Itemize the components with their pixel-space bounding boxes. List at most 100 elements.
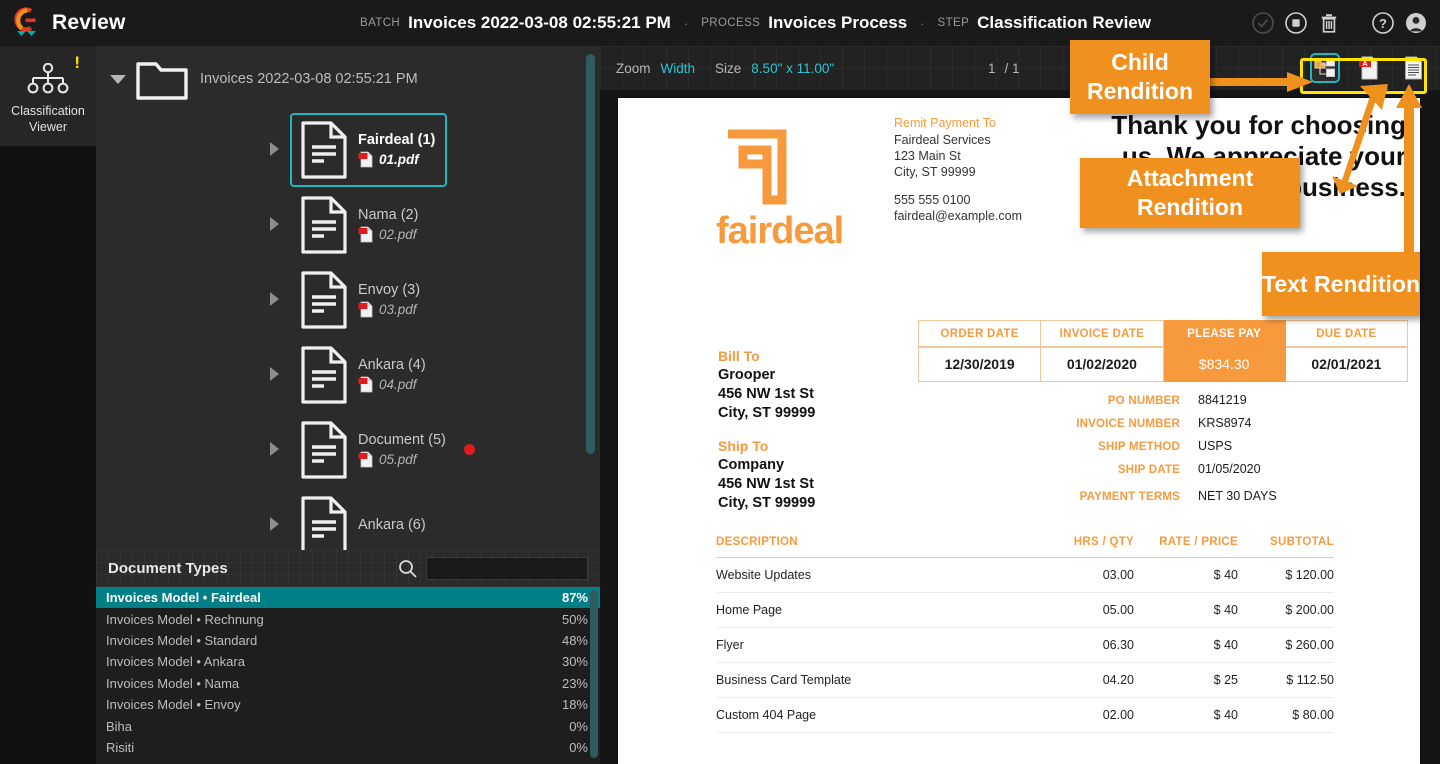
line-item-header-3: RATE / PRICE <box>1159 536 1238 548</box>
callout-arrow-attachment <box>1332 84 1388 194</box>
user-avatar-icon[interactable] <box>1404 11 1428 35</box>
document-type-label: Invoices Model • Nama <box>106 675 240 691</box>
remit-payment-block: Remit Payment To Fairdeal Services 123 M… <box>894 116 1124 224</box>
document-type-row-4[interactable]: Invoices Model • Ankara 30% <box>96 651 600 672</box>
chevron-down-icon[interactable] <box>110 74 126 84</box>
document-type-confidence: 18% <box>561 697 588 713</box>
page-title: Review <box>52 11 126 34</box>
document-type-label: Invoices Model • Standard <box>106 632 258 648</box>
tree-item-name: Ankara (4) <box>358 356 426 373</box>
document-type-label: Invoices Model • Envoy <box>106 697 241 713</box>
line-item-qty: 02.00 <box>1102 708 1134 722</box>
bill-to-heading: Bill To <box>718 348 760 364</box>
document-icon <box>301 495 347 550</box>
breadcrumb-batch-key: BATCH <box>360 17 401 29</box>
tree-item-content[interactable]: Nama (2) 02.pdf <box>290 188 430 262</box>
chevron-right-icon[interactable] <box>270 442 279 456</box>
tree-item-3[interactable]: Envoy (3) 03.pdf <box>96 262 600 337</box>
document-type-row-2[interactable]: Invoices Model • Rechnung 50% <box>96 608 600 629</box>
tree-item-content[interactable]: Ankara (4) 04.pdf <box>290 338 438 412</box>
document-type-row-3[interactable]: Invoices Model • Standard 48% <box>96 630 600 651</box>
breadcrumb: BATCH Invoices 2022-03-08 02:55:21 PM · … <box>360 0 1151 46</box>
document-types-list: Invoices Model • Fairdeal 87% Invoices Mod… <box>96 587 600 758</box>
chevron-right-icon[interactable] <box>270 217 279 231</box>
chevron-right-icon[interactable] <box>270 367 279 381</box>
tree-item-filename: 03.pdf <box>379 301 417 317</box>
invoice-meta-key: SHIP METHOD <box>1098 441 1180 453</box>
size-value[interactable]: 8.50" x 11.00" <box>751 60 835 76</box>
invoice-meta-row-4: SHIP DATE 01/05/2020 <box>998 462 1388 476</box>
tree-root-node[interactable]: Invoices 2022-03-08 02:55:21 PM <box>96 46 600 112</box>
text-rendition-button[interactable] <box>1398 53 1428 83</box>
tree-scrollbar-thumb[interactable] <box>586 54 595 454</box>
tree-item-content[interactable]: Envoy (3) 03.pdf <box>290 263 432 337</box>
chevron-right-icon[interactable] <box>270 142 279 156</box>
tree-item-name: Document (5) <box>358 431 446 448</box>
line-item-header-1: DESCRIPTION <box>716 536 798 548</box>
invoice-meta-value: 8841219 <box>1198 393 1247 407</box>
tree-scrollbar[interactable] <box>586 54 595 530</box>
attachment-rendition-button[interactable]: A <box>1354 53 1384 83</box>
check-circle-icon[interactable] <box>1251 11 1275 35</box>
document-types-scrollbar-thumb[interactable] <box>590 590 598 758</box>
header-actions: ? <box>1251 0 1428 46</box>
trash-icon[interactable] <box>1317 11 1341 35</box>
search-icon[interactable] <box>398 559 417 578</box>
tree-item-text: Envoy (3) 03.pdf <box>358 282 420 318</box>
document-type-label: Invoices Model • Fairdeal <box>106 590 261 606</box>
tree-item-4[interactable]: Ankara (4) 04.pdf <box>96 337 600 412</box>
document-types-panel: Document Types Invoices Model • Fairdeal… <box>96 550 600 764</box>
document-type-row-1[interactable]: Invoices Model • Fairdeal 87% <box>96 587 600 609</box>
line-item-rate: $ 40 <box>1213 638 1238 652</box>
tree-item-6[interactable]: Ankara (6) <box>96 487 600 550</box>
tree-item-1[interactable]: Fairdeal (1) 01.pdf <box>96 112 600 187</box>
document-type-row-8[interactable]: Risiti 0% <box>96 737 600 758</box>
help-icon[interactable]: ? <box>1371 11 1395 35</box>
date-table-value-4: 02/01/2021 <box>1285 347 1408 382</box>
remit-company: Fairdeal Services <box>894 133 991 147</box>
document-icon <box>301 195 347 254</box>
pdf-file-icon <box>358 151 373 167</box>
rail-label-line2: Viewer <box>29 120 67 134</box>
chevron-right-icon[interactable] <box>270 292 279 306</box>
chevron-right-icon[interactable] <box>270 517 279 531</box>
bill-ship-spacer <box>718 423 815 438</box>
text-rendition-icon <box>1404 56 1422 80</box>
document-type-confidence: 87% <box>561 590 588 606</box>
line-items-header: DESCRIPTION HRS / QTY RATE / PRICE SUBTOTAL <box>716 536 1334 558</box>
bill-to-line-3: City, ST 99999 <box>718 405 816 421</box>
tree-item-2[interactable]: Nama (2) 02.pdf <box>96 187 600 262</box>
page-current[interactable]: 1 <box>988 60 996 76</box>
page-total: / 1 <box>1004 60 1020 76</box>
document-types-scrollbar[interactable] <box>590 590 598 760</box>
document-types-title: Document Types <box>108 560 228 577</box>
tree-item-content[interactable]: Ankara (6) <box>290 488 438 550</box>
line-item-subtotal: $ 120.00 <box>1285 568 1334 582</box>
tree-item-filename: 05.pdf <box>379 451 417 467</box>
bill-ship-block: Bill To Grooper 456 NW 1st St City, ST 999… <box>718 348 815 513</box>
tree-item-content[interactable]: Fairdeal (1) 01.pdf <box>290 112 448 187</box>
date-table-header-3: PLEASE PAY <box>1163 320 1286 347</box>
tree-item-5[interactable]: Document (5) 05.pdf <box>96 412 600 487</box>
document-types-header: Document Types <box>96 550 600 587</box>
invoice-meta-key: INVOICE NUMBER <box>1076 418 1180 430</box>
document-type-row-6[interactable]: Invoices Model • Envoy 18% <box>96 694 600 715</box>
zoom-value[interactable]: Width <box>660 60 696 76</box>
document-type-confidence: 0% <box>569 718 588 734</box>
tree-item-content[interactable]: Document (5) 05.pdf <box>290 413 487 487</box>
tree-item-name: Envoy (3) <box>358 281 421 298</box>
tree-item-text: Nama (2) 02.pdf <box>358 207 418 243</box>
ship-to-line-1: Company <box>718 457 785 473</box>
tree-root-label: Invoices 2022-03-08 02:55:21 PM <box>200 71 418 87</box>
record-circle-icon[interactable] <box>1284 11 1308 35</box>
document-type-label: Invoices Model • Ankara <box>106 654 245 670</box>
grooper-logo <box>0 7 52 39</box>
size-label: Size <box>715 60 742 76</box>
tree-item-file: 05.pdf <box>358 451 446 468</box>
sidebar-item-classification-viewer[interactable]: ! Classification Viewer <box>0 46 96 146</box>
line-item-header-2: HRS / QTY <box>1073 536 1134 548</box>
document-type-row-5[interactable]: Invoices Model • Nama 23% <box>96 673 600 694</box>
breadcrumb-step-key: STEP <box>937 17 970 29</box>
document-type-row-7[interactable]: Biha 0% <box>96 715 600 736</box>
search-input[interactable] <box>426 557 588 580</box>
